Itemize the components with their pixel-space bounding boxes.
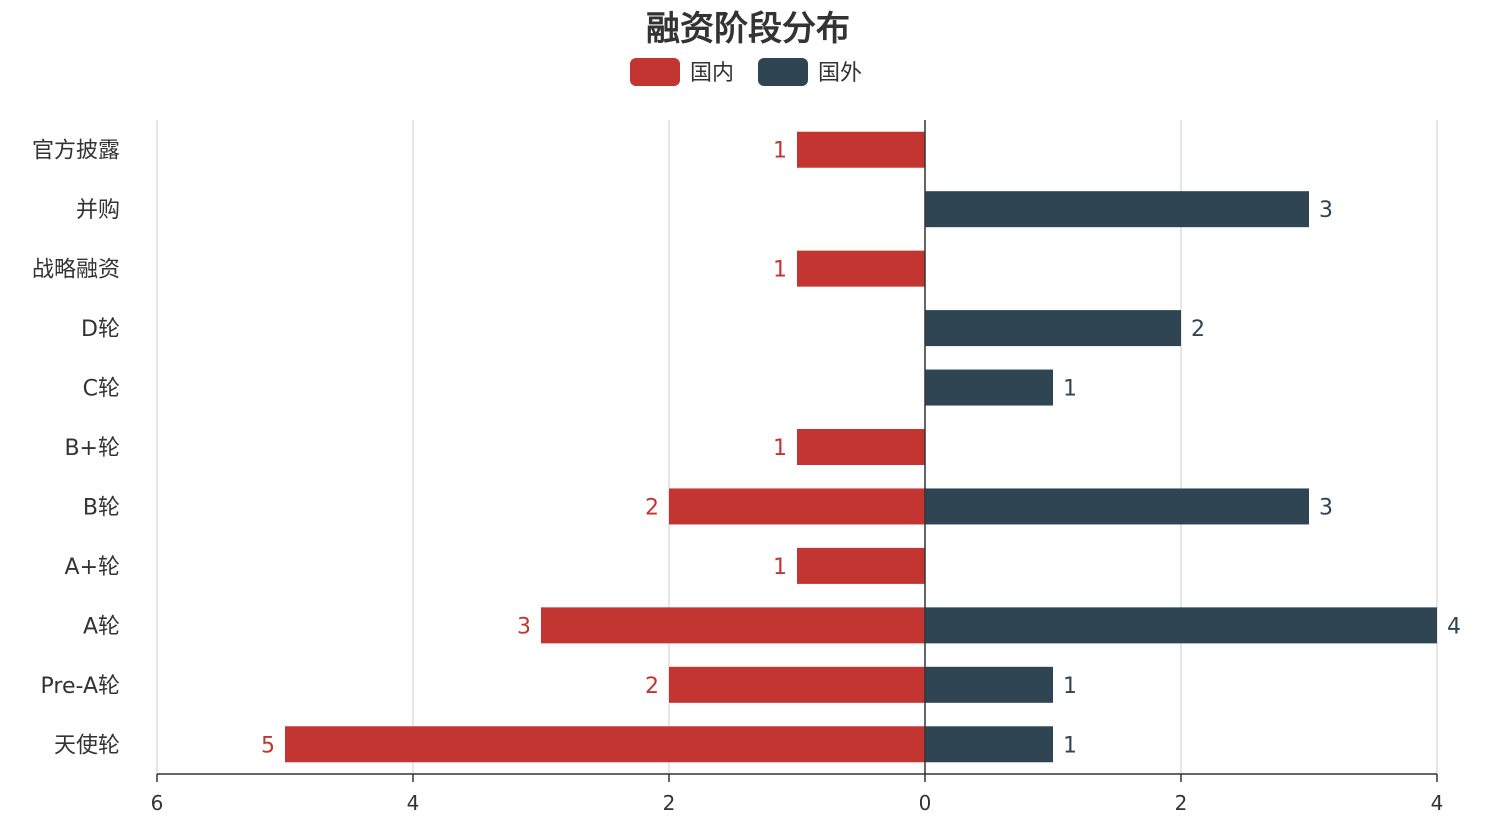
legend-item-foreign[interactable]: 国外 <box>758 58 862 86</box>
bar-domestic[interactable] <box>797 131 925 168</box>
x-tick-label: 4 <box>407 791 420 815</box>
bar-foreign[interactable] <box>925 310 1181 347</box>
data-label: 1 <box>1063 674 1077 699</box>
data-label: 3 <box>1319 198 1333 223</box>
data-label: 1 <box>773 436 787 461</box>
bar-domestic[interactable] <box>285 726 925 763</box>
legend-swatch-foreign <box>758 58 808 86</box>
category-label: A+轮 <box>65 555 120 580</box>
data-label: 3 <box>1319 495 1333 520</box>
category-label: C轮 <box>83 377 120 402</box>
legend-swatch-domestic <box>630 58 680 86</box>
x-tick-label: 2 <box>1175 791 1188 815</box>
data-label: 1 <box>773 139 787 164</box>
legend: 国内 国外 <box>630 58 862 86</box>
x-tick-label: 4 <box>1431 791 1444 815</box>
data-label: 2 <box>1191 317 1205 342</box>
bar-foreign[interactable] <box>925 191 1309 228</box>
data-label: 1 <box>1063 377 1077 402</box>
bar-foreign[interactable] <box>925 726 1053 763</box>
x-tick-label: 6 <box>151 791 164 815</box>
bar-foreign[interactable] <box>925 666 1053 703</box>
category-label: 战略融资 <box>32 258 120 283</box>
labels: 官方披露 1 并购 3 战略融资 1 D轮 2 C轮 1 B+轮 1 B轮 2 3 A+轮 1 A轮 3 4 Pre-A… <box>32 139 1461 759</box>
category-label: A轮 <box>83 614 120 639</box>
category-label: 天使轮 <box>54 733 120 758</box>
category-label: 官方披露 <box>32 139 120 164</box>
category-label: D轮 <box>81 317 120 342</box>
bar-foreign[interactable] <box>925 488 1309 525</box>
data-label: 1 <box>773 258 787 283</box>
bar-foreign[interactable] <box>925 607 1437 644</box>
data-label: 1 <box>773 555 787 580</box>
bar-domestic[interactable] <box>797 429 925 465</box>
data-label: 2 <box>645 495 659 520</box>
x-tick-label: 0 <box>919 791 932 815</box>
data-label: 2 <box>645 674 659 699</box>
data-label: 4 <box>1447 614 1461 639</box>
category-label: 并购 <box>76 198 120 223</box>
bars <box>285 131 1437 763</box>
bar-domestic[interactable] <box>797 250 925 287</box>
bar-domestic[interactable] <box>541 607 925 644</box>
bar-foreign[interactable] <box>925 369 1053 406</box>
data-label: 5 <box>261 733 275 758</box>
chart-title: 融资阶段分布 <box>646 9 850 49</box>
category-label: B轮 <box>83 495 120 520</box>
legend-item-domestic[interactable]: 国内 <box>630 58 734 86</box>
bar-domestic[interactable] <box>669 488 925 525</box>
bar-domestic[interactable] <box>669 666 925 703</box>
bar-domestic[interactable] <box>797 547 925 584</box>
legend-label-foreign: 国外 <box>818 61 862 86</box>
data-label: 3 <box>517 614 531 639</box>
axes: 6 4 2 0 2 4 <box>151 120 1444 815</box>
x-tick-label: 2 <box>663 791 676 815</box>
legend-label-domestic: 国内 <box>690 61 734 86</box>
grid-lines <box>156 120 1438 774</box>
category-label: Pre-A轮 <box>41 674 120 699</box>
data-label: 1 <box>1063 733 1077 758</box>
category-label: B+轮 <box>64 436 120 461</box>
